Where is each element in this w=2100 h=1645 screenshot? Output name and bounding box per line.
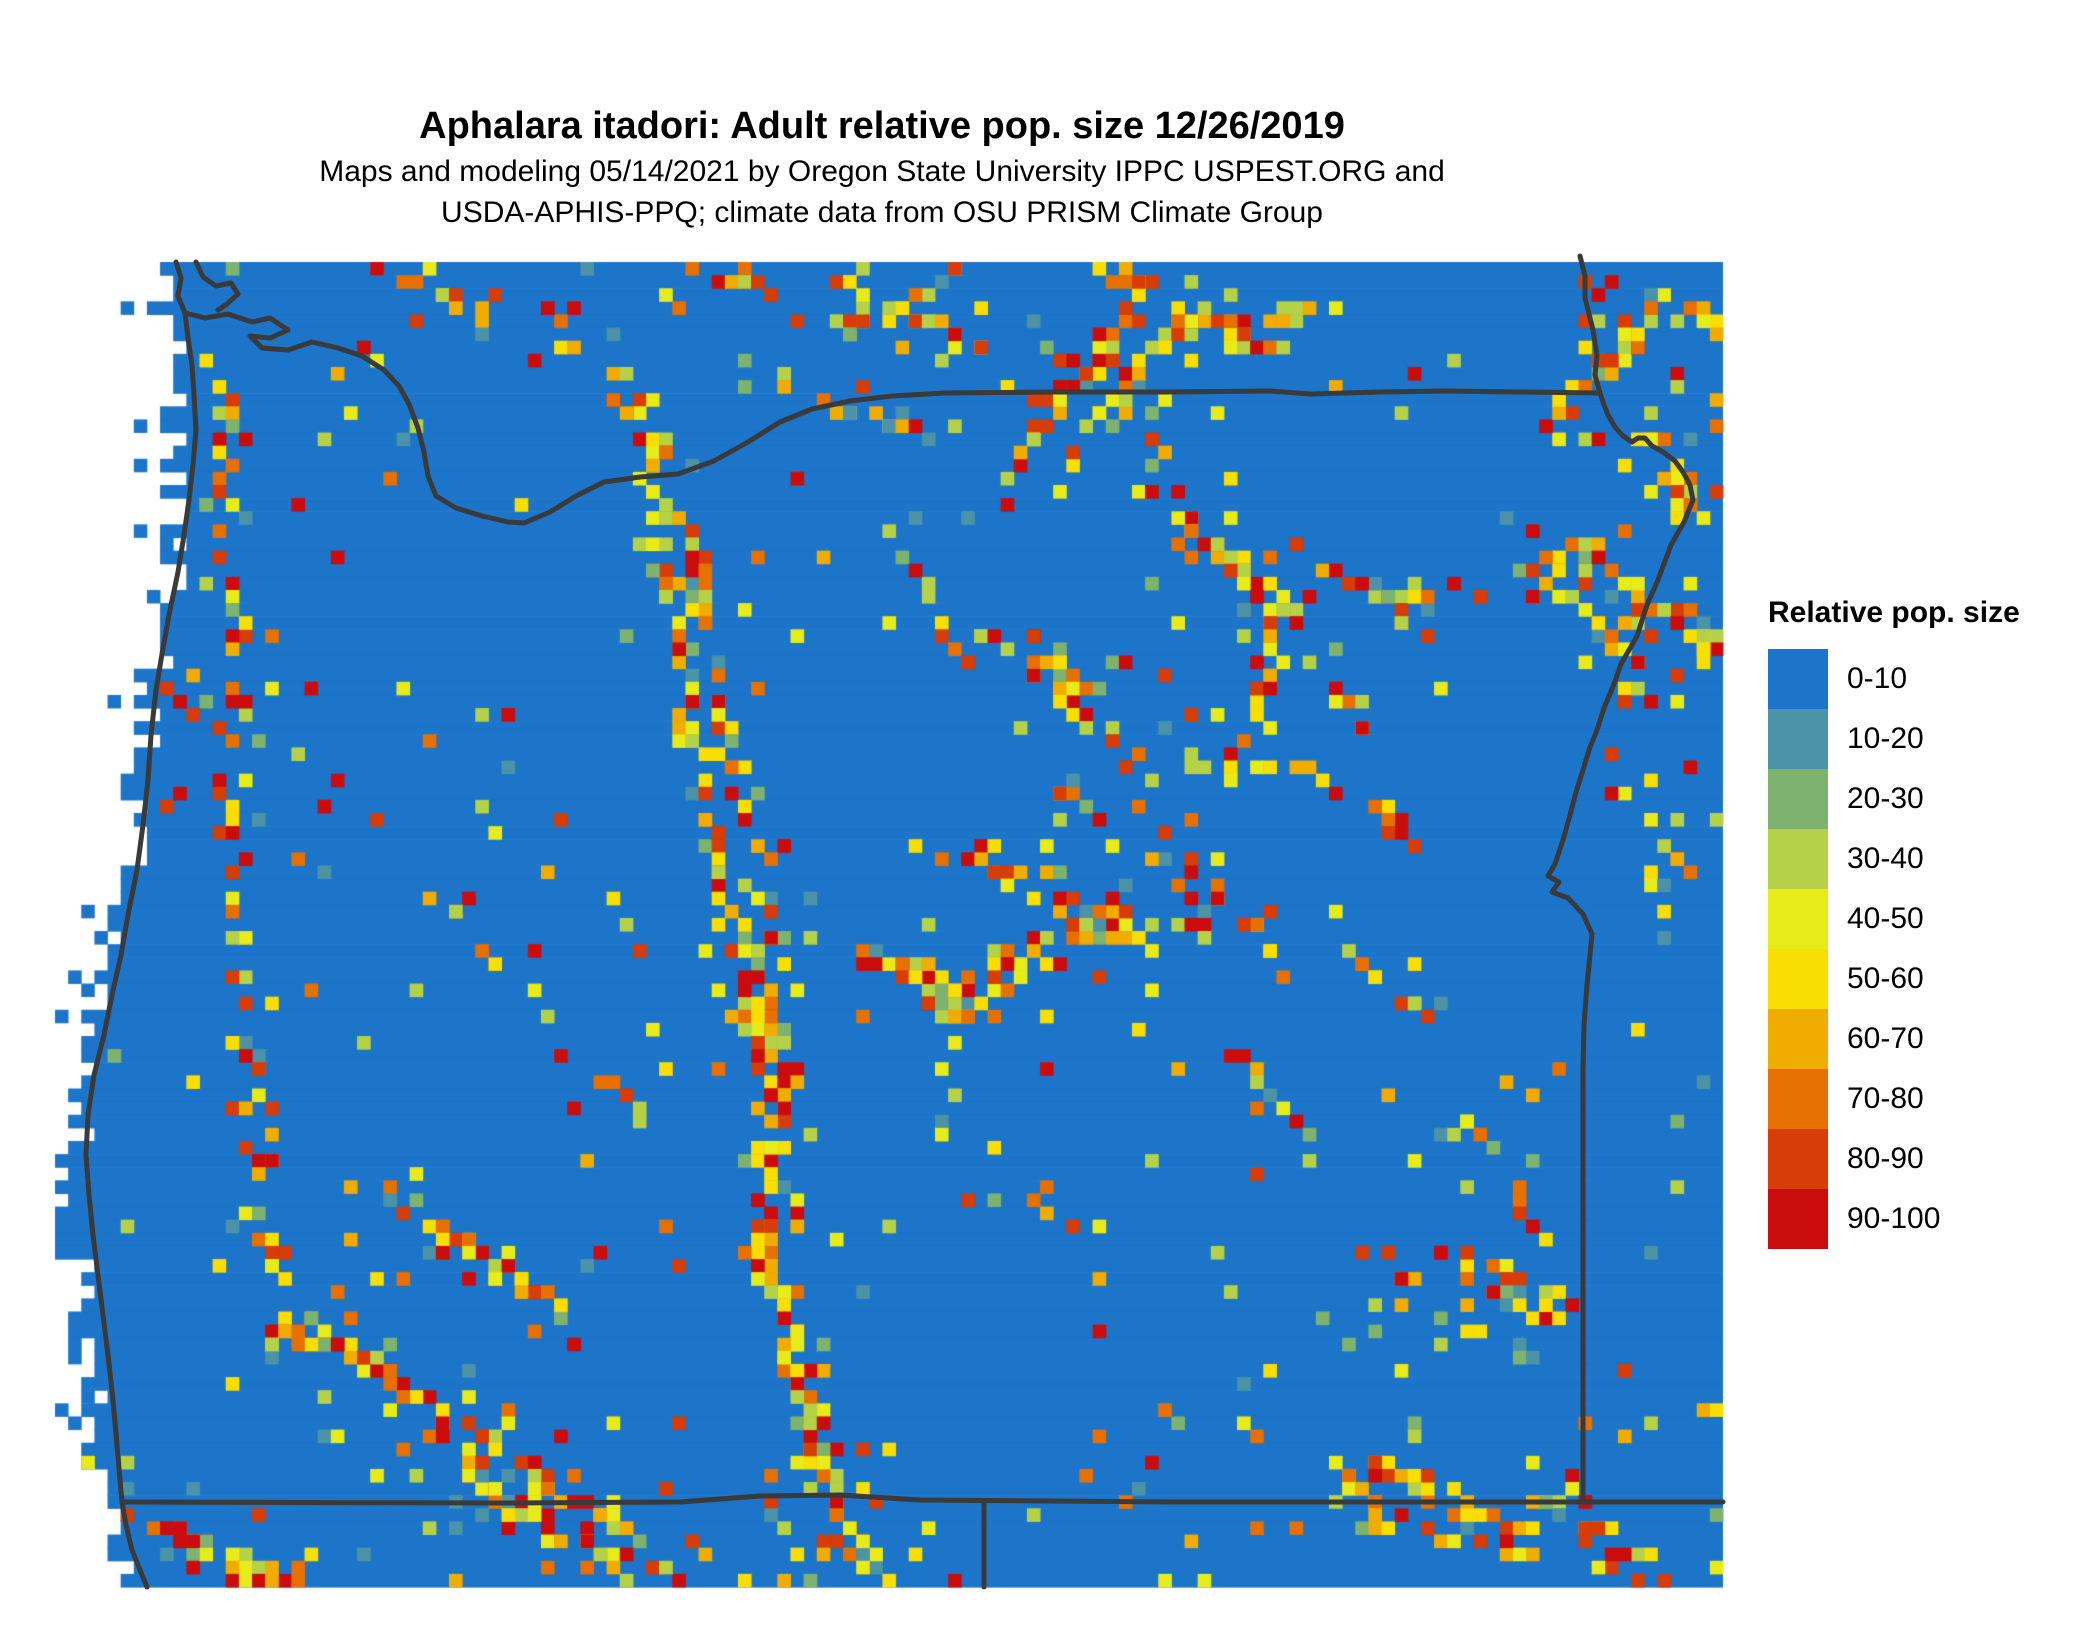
- legend-item-label: 20-30: [1847, 782, 1924, 815]
- legend-item: 50-60: [1768, 949, 2088, 1009]
- legend-swatch: [1768, 949, 1828, 1009]
- legend-swatch: [1768, 829, 1828, 889]
- legend-swatch: [1768, 709, 1828, 769]
- subtitle-line-2: USDA-APHIS-PPQ; climate data from OSU PR…: [441, 196, 1323, 229]
- figure-title: Aphalara itadori: Adult relative pop. si…: [419, 105, 1345, 148]
- legend-swatch: [1768, 1009, 1828, 1069]
- legend-item: 30-40: [1768, 829, 2088, 889]
- legend-item-label: 50-60: [1847, 962, 1924, 995]
- legend-item-label: 60-70: [1847, 1022, 1924, 1055]
- legend-item: 70-80: [1768, 1069, 2088, 1129]
- legend-item: 20-30: [1768, 769, 2088, 829]
- legend-item-label: 10-20: [1847, 722, 1924, 755]
- legend-item-label: 40-50: [1847, 902, 1924, 935]
- legend-swatch: [1768, 769, 1828, 829]
- legend-item-label: 80-90: [1847, 1142, 1924, 1175]
- legend-item-label: 90-100: [1847, 1202, 1941, 1235]
- subtitle-line-1: Maps and modeling 05/14/2021 by Oregon S…: [319, 155, 1445, 188]
- legend-swatch: [1768, 889, 1828, 949]
- legend-item: 90-100: [1768, 1189, 2088, 1249]
- legend-swatch: [1768, 649, 1828, 709]
- legend-item: 10-20: [1768, 709, 2088, 769]
- legend-items: 0-10 10-20 20-30 30-40 40-50 50-60 60-70 70-80 8…: [1768, 649, 2088, 1249]
- legend-item: 80-90: [1768, 1129, 2088, 1189]
- legend-swatch: [1768, 1129, 1828, 1189]
- legend-item: 60-70: [1768, 1009, 2088, 1069]
- legend: Relative pop. size 0-10 10-20 20-30 30-40 40…: [1768, 596, 2088, 1249]
- legend-item: 40-50: [1768, 889, 2088, 949]
- legend-title: Relative pop. size: [1768, 596, 2020, 629]
- legend-swatch: [1768, 1069, 1828, 1129]
- legend-item-label: 30-40: [1847, 842, 1924, 875]
- legend-item-label: 0-10: [1847, 662, 1908, 695]
- legend-item: 0-10: [1768, 649, 2088, 709]
- legend-swatch: [1768, 1189, 1828, 1249]
- figure-subtitle: Maps and modeling 05/14/2021 by Oregon S…: [0, 151, 1764, 233]
- legend-item-label: 70-80: [1847, 1082, 1924, 1115]
